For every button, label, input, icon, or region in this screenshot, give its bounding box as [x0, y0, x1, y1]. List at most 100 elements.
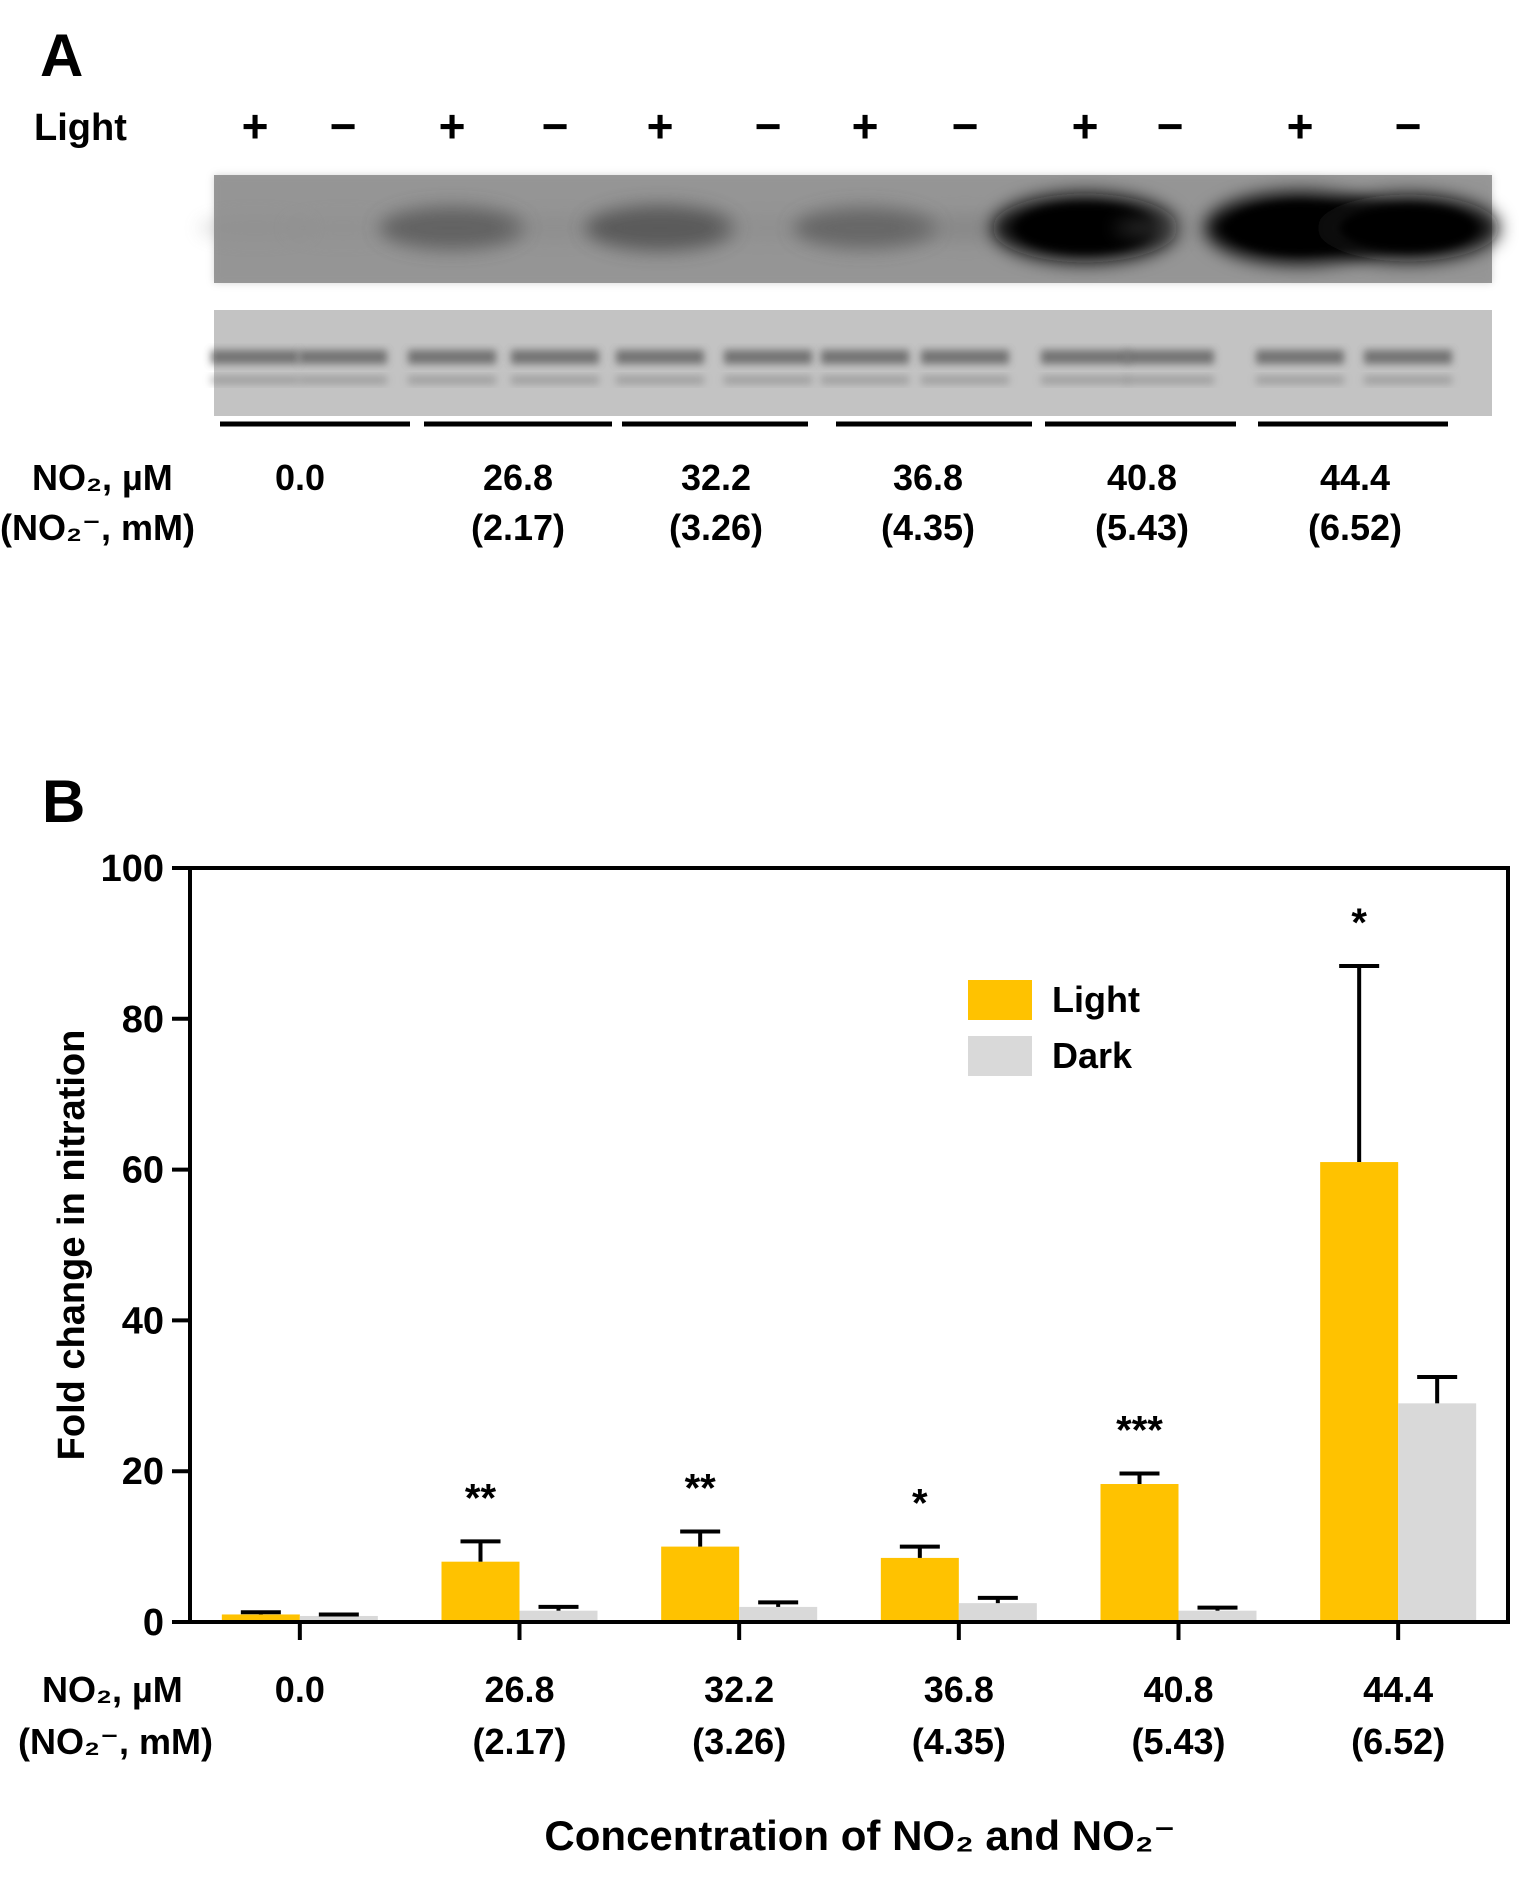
panel-a-no2-value: 32.2: [681, 457, 751, 498]
blot-band-core: [1015, 203, 1155, 253]
panel-b-label: B: [42, 768, 85, 835]
x-axis-label: Concentration of NO₂ and NO₂⁻: [544, 1812, 1175, 1859]
bar-dark: [958, 1603, 1037, 1622]
loading-band: [1364, 350, 1452, 364]
loading-band-lower: [1364, 376, 1452, 384]
y-tick-label: 60: [122, 1150, 164, 1192]
loading-band: [1126, 350, 1214, 364]
panel-a-no2-value: 26.8: [483, 457, 553, 498]
blot-band: [198, 217, 312, 239]
blot-band: [585, 205, 735, 251]
legend-label-dark: Dark: [1052, 1035, 1133, 1076]
lane-sign: −: [542, 100, 569, 152]
x-tick-label: 0.0: [275, 1669, 325, 1710]
x-row-label-2: (NO₂⁻, mM): [18, 1721, 213, 1762]
x-tick-label: 44.4: [1363, 1669, 1433, 1710]
panel-a-conc-label-1: NO₂, µM: [32, 457, 173, 498]
significance-label: *: [1351, 901, 1367, 945]
x-tick-label-secondary: (6.52): [1351, 1721, 1445, 1762]
lane-sign: +: [852, 100, 879, 152]
legend-swatch-dark: [968, 1036, 1032, 1076]
loading-band: [408, 350, 496, 364]
panel-a-no2-value: 0.0: [275, 457, 325, 498]
panel-a-conc-label-2: (NO₂⁻, mM): [0, 507, 195, 548]
legend: Light Dark: [968, 979, 1140, 1076]
bar-light: [1100, 1484, 1179, 1622]
x-tick-label: 40.8: [1143, 1669, 1213, 1710]
blot-band: [496, 215, 614, 241]
bar-light: [221, 1614, 300, 1622]
lane-sign: +: [1072, 100, 1099, 152]
bar-dark: [1178, 1610, 1257, 1622]
panel-a-nitrite-value: (3.26): [669, 507, 763, 548]
bar-dark: [519, 1610, 598, 1622]
x-tick-label: 32.2: [704, 1669, 774, 1710]
x-row-label-1: NO₂, µM: [42, 1669, 183, 1710]
panel-a-nitrite-value: (4.35): [881, 507, 975, 548]
panel-a-label: A: [40, 22, 83, 89]
light-row-label: Light: [34, 107, 127, 149]
bar-light: [441, 1561, 520, 1622]
significance-labels: ** ** *****: [465, 901, 1367, 1526]
bar-dark: [299, 1615, 378, 1622]
loading-band: [1041, 350, 1129, 364]
bar-dark: [1398, 1403, 1477, 1622]
loading-band: [921, 350, 1009, 364]
bar-light: [661, 1546, 740, 1622]
y-tick-label: 40: [122, 1300, 164, 1342]
loading-band-lower: [1041, 376, 1129, 384]
lane-sign: +: [242, 100, 269, 152]
western-blot: [198, 175, 1499, 283]
lane-sign: +: [1287, 100, 1314, 152]
bar-light: [1320, 1162, 1399, 1622]
loading-band-lower: [299, 376, 387, 384]
x-tick-label-secondary: (4.35): [912, 1721, 1006, 1762]
panel-a-nitrite-value: (2.17): [471, 507, 565, 548]
blot-band: [793, 207, 937, 249]
lane-sign: −: [952, 100, 979, 152]
error-bars: [240, 964, 1458, 1617]
loading-band-lower: [408, 376, 496, 384]
panel-a-no2-value: 40.8: [1107, 457, 1177, 498]
x-tick-label: 36.8: [924, 1669, 994, 1710]
blot-bands: [198, 192, 1499, 264]
loading-band-lower: [1126, 376, 1214, 384]
loading-band-lower: [921, 376, 1009, 384]
y-axis-ticks: 0 20 40 60 80 100: [101, 848, 190, 1644]
lane-sign: +: [439, 100, 466, 152]
x-axis-ticks: [297, 1622, 1401, 1640]
x-tick-label: 26.8: [484, 1669, 554, 1710]
lane-signs: + − + − + − + − + − + −: [242, 100, 1422, 152]
panel-a-no2-value: 36.8: [893, 457, 963, 498]
x-tick-label-secondary: (2.17): [472, 1721, 566, 1762]
blot-band-core: [1339, 204, 1477, 252]
loading-band-lower: [616, 376, 704, 384]
x-tick-label-secondary: (5.43): [1131, 1721, 1225, 1762]
bar-dark: [739, 1606, 818, 1622]
loading-band: [616, 350, 704, 364]
y-tick-label: 0: [143, 1602, 164, 1644]
blot-band: [287, 217, 399, 239]
y-tick-label: 20: [122, 1451, 164, 1493]
loading-band: [821, 350, 909, 364]
panel-a-nitrite-value: (5.43): [1095, 507, 1189, 548]
legend-swatch-light: [968, 980, 1032, 1020]
loading-band: [299, 350, 387, 364]
blot-band: [379, 206, 525, 250]
panel-a-concentration-labels: 0.0 26.8 (2.17) 32.2 (3.26) 36.8 (4.35) 40.8 (5.…: [275, 457, 1402, 548]
loading-control-blot: [211, 310, 1492, 416]
significance-label: ***: [1116, 1408, 1163, 1452]
bars: [221, 1162, 1477, 1622]
bar-light: [880, 1557, 959, 1622]
loading-band: [511, 350, 599, 364]
legend-label-light: Light: [1052, 979, 1140, 1020]
loading-band: [724, 350, 812, 364]
panel-a-no2-value: 44.4: [1320, 457, 1390, 498]
y-tick-label: 100: [101, 848, 164, 890]
significance-label: *: [912, 1482, 928, 1526]
loading-bands: [211, 350, 1452, 384]
x-tick-label-secondary: (3.26): [692, 1721, 786, 1762]
loading-band-lower: [1256, 376, 1344, 384]
